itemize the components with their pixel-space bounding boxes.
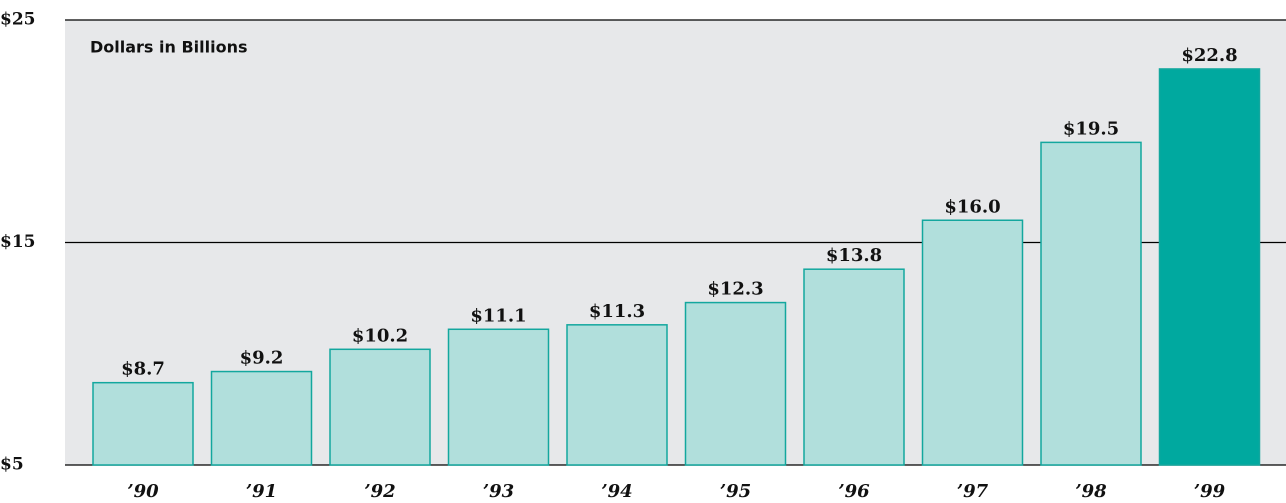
y-tick-label: $25 — [0, 10, 36, 30]
x-tick-label: ’94 — [601, 481, 632, 502]
value-label: $13.8 — [826, 245, 882, 266]
bar — [447, 328, 550, 466]
x-tick-label: ’96 — [838, 481, 870, 502]
bar — [1158, 68, 1261, 466]
bar — [329, 348, 431, 466]
value-label: $11.3 — [589, 301, 645, 322]
x-tick-label: ’93 — [483, 481, 514, 502]
value-label: $19.5 — [1063, 118, 1119, 139]
bar — [1040, 141, 1142, 466]
x-tick-label: ’91 — [246, 481, 277, 502]
value-label: $22.8 — [1181, 45, 1237, 66]
bar — [684, 301, 787, 466]
value-label: $11.1 — [470, 305, 526, 326]
subtitle: Dollars in Billions — [90, 38, 248, 57]
y-tick-label: $5 — [0, 455, 24, 475]
x-tick-label: ’92 — [364, 481, 395, 502]
x-tick-label: ’98 — [1075, 481, 1107, 502]
value-label: $9.2 — [240, 348, 284, 369]
x-tick-label: ’99 — [1194, 481, 1226, 502]
bar — [921, 219, 1024, 466]
bar — [92, 381, 194, 466]
x-tick-label: ’90 — [127, 481, 159, 502]
x-tick-label: ’95 — [720, 481, 751, 502]
x-tick-label: ’97 — [957, 481, 989, 502]
bar — [803, 268, 905, 466]
bar — [566, 324, 668, 466]
value-label: $10.2 — [352, 325, 408, 346]
value-label: $12.3 — [707, 279, 763, 300]
bar — [210, 370, 313, 466]
y-tick-label: $15 — [0, 232, 36, 252]
value-label: $16.0 — [944, 196, 1000, 217]
value-label: $8.7 — [121, 359, 165, 380]
